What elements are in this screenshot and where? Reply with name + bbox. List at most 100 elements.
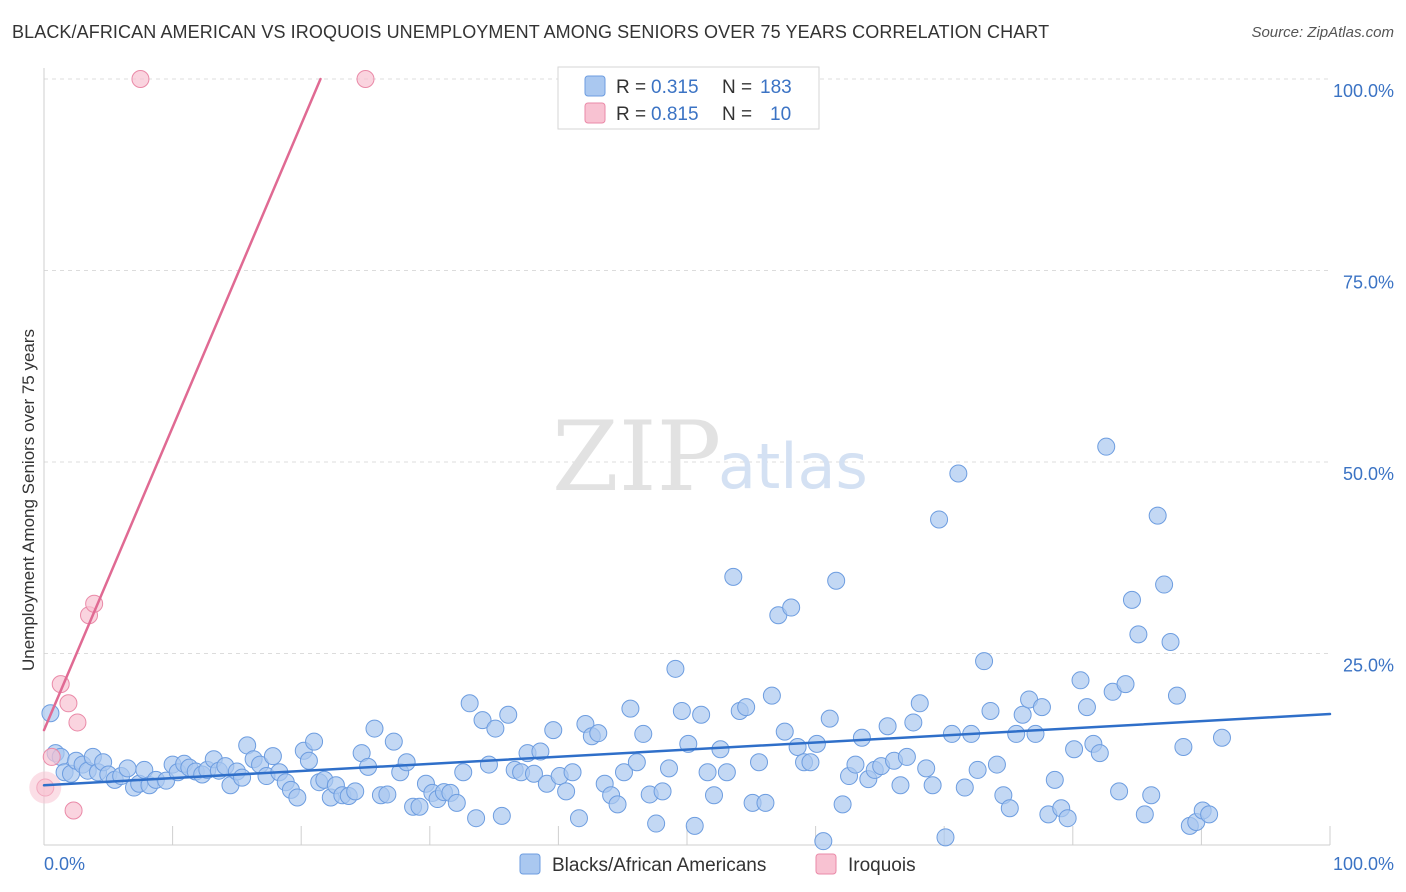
legend-n-label: N = [722,77,752,98]
legend-r-label: R = [616,77,646,98]
blue-data-point [460,694,479,713]
blue-data-point [692,705,711,724]
series-legend: Blacks/African Americans Iroquois [519,853,916,876]
pink-trend-line [42,77,322,732]
blue-data-point [621,699,640,718]
blue-data-point [569,809,588,828]
x-tick-label: 100.0% [1333,854,1394,874]
blue-data-point [897,747,916,766]
x-tick-labels: 0.0% 100.0% [44,854,1394,874]
blue-data-point [410,797,429,816]
blue-data-point [1007,724,1026,743]
y-tick-label: 75.0% [1343,273,1394,293]
blue-data-point [666,659,685,678]
blue-data-point [910,694,929,713]
blue-data-point [930,510,949,529]
blue-data-point [801,753,820,772]
blue-data-point [1097,437,1116,456]
blue-data-point [987,755,1006,774]
blue-data-point [788,737,807,756]
series-legend-swatch-pink [815,853,837,875]
blue-data-point [724,567,743,586]
data-points [29,70,1231,851]
blue-data-point [698,763,717,782]
blue-data-point [1032,698,1051,717]
blue-data-point [378,785,397,804]
blue-data-point [1167,686,1186,705]
blue-data-point [1200,805,1219,824]
blue-data-point [705,786,724,805]
blue-data-point [975,652,994,671]
blue-data-point [1110,782,1129,801]
blue-data-point [531,742,550,761]
series-legend-label-pink: Iroquois [848,855,916,876]
blue-data-point [589,724,608,743]
blue-data-point [627,753,646,772]
blue-data-point [923,776,942,795]
legend-n-value-pink: 10 [770,104,791,125]
blue-data-point [685,816,704,835]
blue-data-point [1212,728,1231,747]
series-legend-label-blue: Blacks/African Americans [552,855,766,876]
blue-data-point [1026,724,1045,743]
blue-data-point [775,722,794,741]
blue-data-point [299,751,318,770]
blue-data-point [762,686,781,705]
watermark: ZIP atlas [552,401,868,513]
x-tick-label: 0.0% [44,854,85,874]
pink-data-point [131,70,150,88]
blue-data-point [833,795,852,814]
blue-data-point [473,711,492,730]
trend-lines [42,77,1332,787]
blue-data-point [750,753,769,772]
blue-data-point [1077,698,1096,717]
series-legend-swatch-blue [519,853,541,875]
blue-data-point [955,778,974,797]
blue-data-point [1142,786,1161,805]
pink-data-point [64,801,83,820]
blue-data-point [447,793,466,812]
blue-data-point [653,782,672,801]
blue-data-point [305,732,324,751]
blue-data-point [365,719,384,738]
legend-r-value-pink: 0.815 [651,104,699,125]
source-credit: Source: ZipAtlas.com [1251,24,1394,41]
blue-data-point [1065,740,1084,759]
blue-data-point [454,763,473,782]
blue-data-point [717,763,736,782]
blue-data-point [1174,737,1193,756]
pink-data-point-large [29,771,62,804]
blue-data-point [1000,799,1019,818]
blue-data-point [608,795,627,814]
watermark-zip: ZIP [552,401,721,513]
blue-data-point [614,763,633,782]
pink-data-point [59,694,78,713]
pink-data-point [42,747,61,766]
pink-data-point [356,70,375,88]
legend-swatch-blue [584,75,606,97]
blue-data-point [397,753,416,772]
blue-data-point [233,768,252,787]
blue-data-point [891,776,910,795]
blue-data-point [647,814,666,833]
blue-data-point [936,828,955,847]
y-tick-label: 100.0% [1333,81,1394,101]
blue-data-point [917,759,936,778]
blue-data-point [981,701,1000,720]
blue-data-point [846,755,865,774]
legend-r-label: R = [616,104,646,125]
blue-data-point [737,698,756,717]
blue-data-point [1116,675,1135,694]
blue-data-point [852,728,871,747]
blue-data-point [479,755,498,774]
blue-data-point [1155,575,1174,594]
legend-n-value-blue: 183 [760,77,792,98]
blue-data-point [1129,625,1148,644]
blue-data-point [467,809,486,828]
blue-data-point [820,709,839,728]
blue-data-point [1013,705,1032,724]
grid-lines [44,78,1330,654]
legend-r-value-blue: 0.315 [651,77,699,98]
blue-data-point [827,571,846,590]
y-axis-label: Unemployment Among Seniors over 75 years [19,329,38,671]
